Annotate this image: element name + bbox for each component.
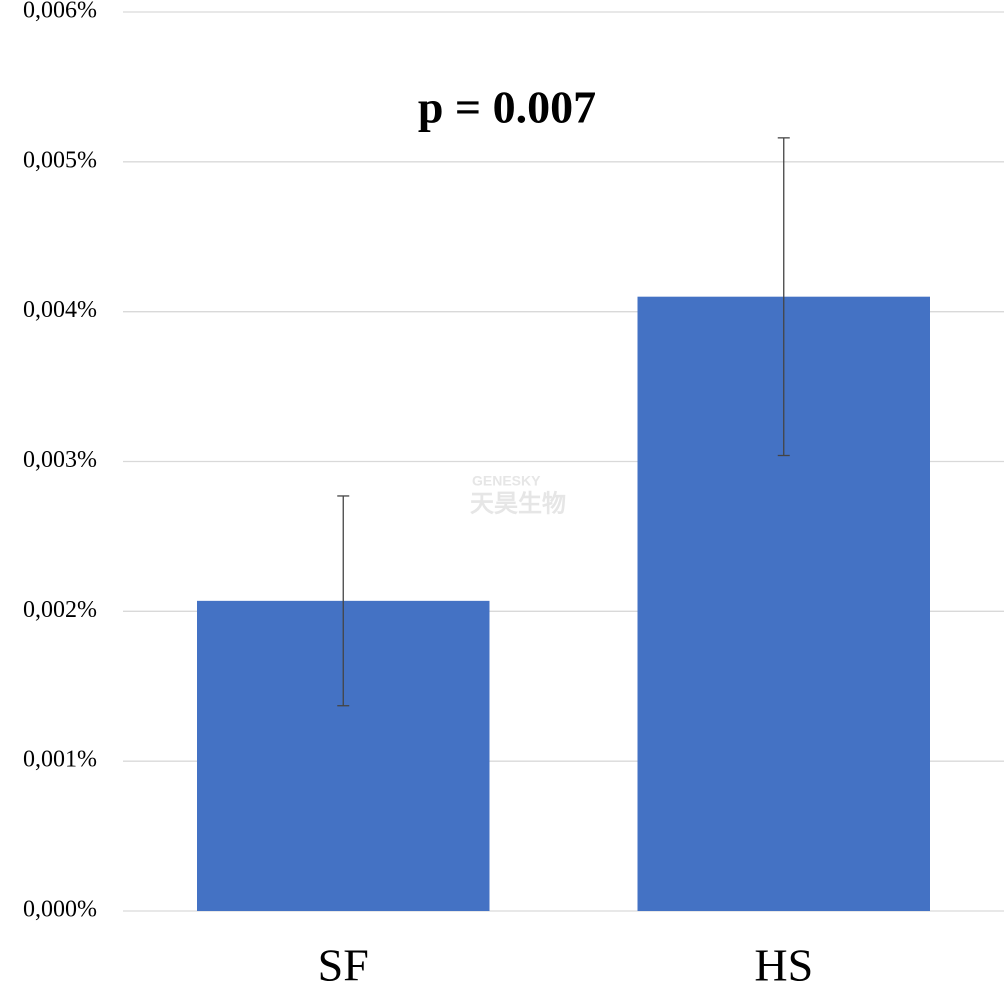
x-tick-label: SF <box>318 940 369 991</box>
y-tick-label: 0,005% <box>23 147 97 173</box>
watermark: GENESKY <box>472 473 541 489</box>
y-tick-label: 0,002% <box>23 597 97 623</box>
y-tick-label: 0,001% <box>23 747 97 773</box>
y-tick-label: 0,000% <box>23 897 97 923</box>
annotation: p = 0.007 <box>418 82 596 133</box>
y-tick-label: 0,003% <box>23 447 97 473</box>
x-tick-label: HS <box>754 940 813 991</box>
y-tick-label: 0,004% <box>23 297 97 323</box>
watermark: 天昊生物 <box>470 490 566 517</box>
y-tick-label: 0,006% <box>23 0 97 24</box>
